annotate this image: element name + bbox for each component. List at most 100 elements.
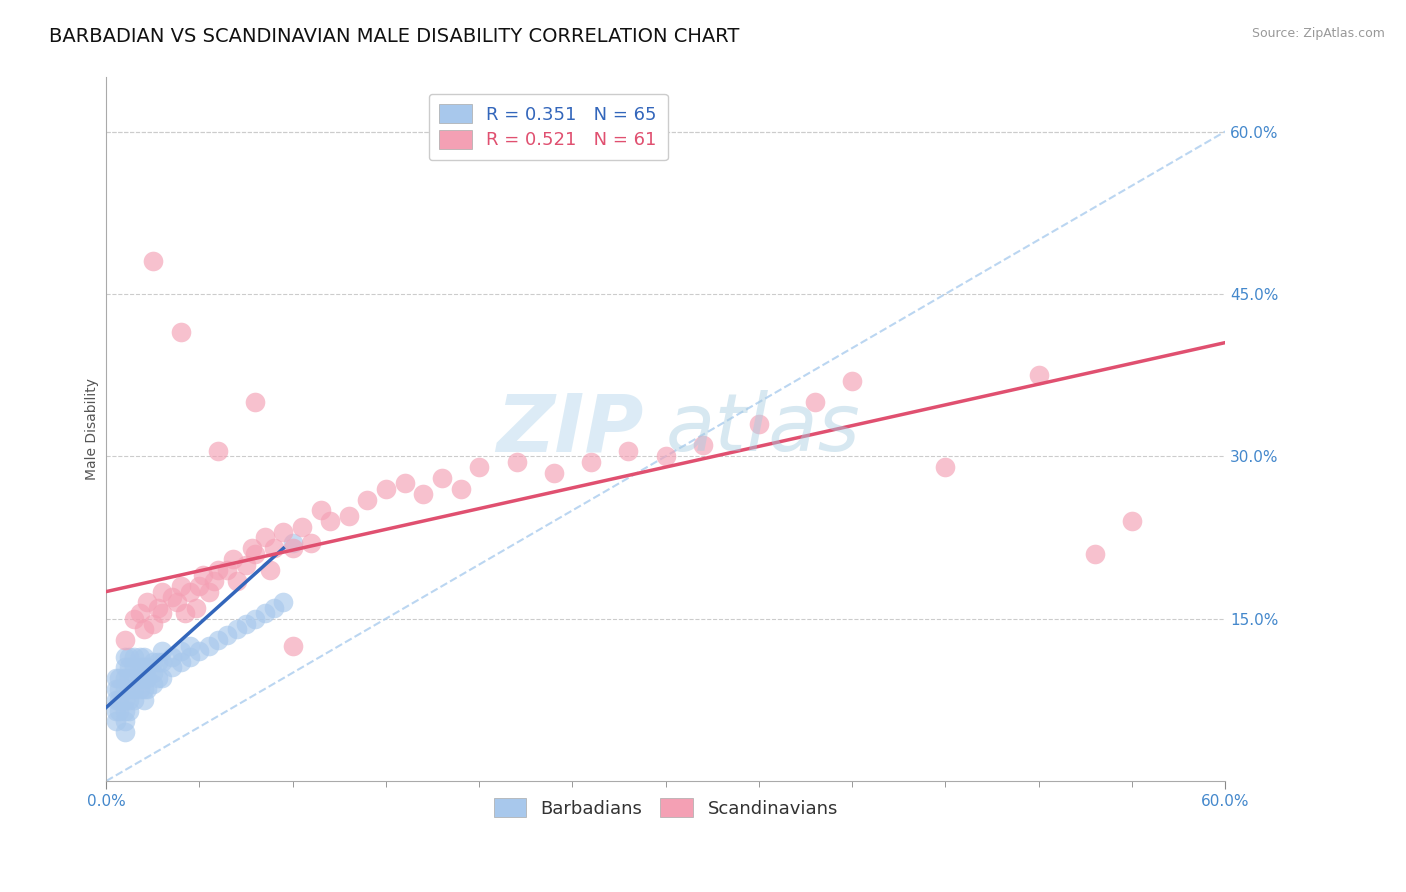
Point (132, 649, 155, 664)
Point (150, 644, 173, 658)
Point (412, 487, 434, 501)
Point (117, 681, 139, 696)
Point (122, 693, 145, 707)
Point (259, 563, 281, 577)
Point (263, 600, 285, 615)
Text: atlas: atlas (665, 390, 860, 468)
Point (291, 519, 314, 533)
Point (122, 681, 145, 696)
Text: ZIP: ZIP (496, 390, 644, 468)
Point (104, 681, 127, 696)
Point (148, 671, 170, 685)
Point (128, 660, 150, 674)
Point (104, 714, 127, 729)
Point (281, 639, 304, 653)
Point (122, 660, 145, 674)
Point (170, 655, 193, 669)
Point (299, 536, 322, 550)
Point (207, 443, 229, 458)
Point (117, 660, 139, 674)
Point (281, 541, 304, 556)
Point (841, 374, 863, 388)
Point (132, 681, 155, 696)
Point (114, 725, 136, 739)
Point (114, 693, 136, 707)
Point (104, 704, 127, 718)
Point (170, 579, 193, 593)
Point (319, 514, 342, 528)
Point (375, 482, 398, 496)
Point (114, 671, 136, 685)
Point (188, 579, 211, 593)
Point (240, 541, 263, 556)
Point (934, 460, 956, 475)
Point (179, 649, 201, 664)
Point (430, 471, 453, 485)
Point (202, 574, 225, 588)
Point (207, 563, 229, 577)
Point (114, 649, 136, 664)
Point (337, 508, 360, 523)
Point (281, 536, 304, 550)
Point (132, 693, 155, 707)
Point (198, 639, 221, 653)
Point (193, 568, 215, 582)
Point (160, 660, 183, 674)
Point (132, 623, 155, 637)
Point (142, 617, 165, 632)
Point (166, 595, 188, 609)
Point (543, 466, 565, 480)
Text: BARBADIAN VS SCANDINAVIAN MALE DISABILITY CORRELATION CHART: BARBADIAN VS SCANDINAVIAN MALE DISABILIT… (49, 27, 740, 45)
Point (179, 639, 201, 653)
Point (104, 671, 127, 685)
Point (450, 482, 472, 496)
Point (184, 600, 207, 615)
Point (356, 492, 378, 507)
Point (170, 325, 193, 339)
Point (142, 665, 165, 680)
Point (117, 671, 139, 685)
Point (136, 671, 159, 685)
Point (136, 595, 159, 609)
Point (128, 671, 150, 685)
Point (108, 693, 131, 707)
Point (142, 254, 165, 268)
Point (1084, 547, 1107, 561)
Legend: Barbadians, Scandinavians: Barbadians, Scandinavians (486, 791, 845, 825)
Point (132, 671, 155, 685)
Point (235, 617, 257, 632)
Point (273, 524, 295, 539)
Point (263, 541, 285, 556)
Point (170, 644, 193, 658)
Point (309, 503, 332, 517)
Point (122, 612, 145, 626)
Point (114, 704, 136, 718)
Point (245, 612, 267, 626)
Point (122, 649, 145, 664)
Point (235, 558, 257, 572)
Point (245, 395, 267, 409)
Point (617, 443, 640, 458)
Point (142, 655, 165, 669)
Point (505, 455, 527, 469)
Point (225, 623, 247, 637)
Point (394, 476, 416, 491)
Point (253, 531, 276, 545)
Point (207, 633, 229, 648)
Point (114, 660, 136, 674)
Point (468, 460, 491, 475)
Point (160, 590, 183, 604)
Point (117, 704, 139, 718)
Point (150, 606, 173, 620)
Point (136, 681, 159, 696)
Point (253, 606, 276, 620)
Y-axis label: Male Disability: Male Disability (86, 378, 100, 480)
Point (117, 649, 139, 664)
Point (188, 644, 211, 658)
Point (1028, 368, 1050, 383)
Point (692, 438, 714, 452)
Point (114, 681, 136, 696)
Point (136, 660, 159, 674)
Point (132, 660, 155, 674)
Point (245, 547, 267, 561)
